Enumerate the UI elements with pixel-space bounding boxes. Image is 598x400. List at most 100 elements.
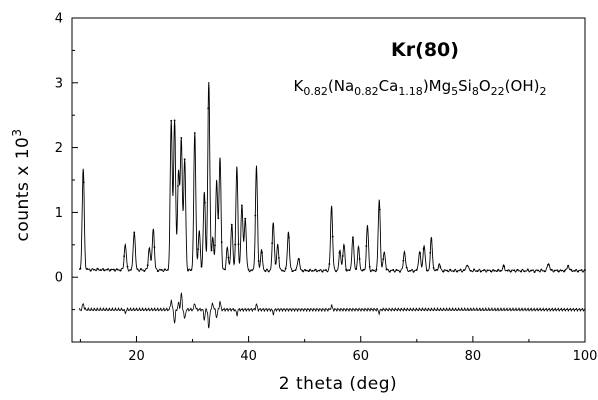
observed-point	[422, 248, 425, 250]
formula-subscript: 0.82	[354, 85, 379, 98]
observed-point	[166, 269, 169, 271]
observed-point	[308, 269, 311, 272]
observed-point	[96, 267, 99, 270]
observed-point	[271, 242, 274, 245]
observed-point	[173, 119, 176, 122]
x-tick-label: 100	[573, 349, 598, 364]
observed-point	[537, 269, 539, 272]
observed-pattern-line	[78, 81, 586, 273]
observed-point	[200, 265, 203, 268]
observed-point	[214, 244, 216, 247]
observed-point	[99, 269, 102, 271]
observed-point	[291, 270, 294, 273]
plot-frame	[71, 17, 586, 343]
formula-text: Ca	[379, 77, 399, 95]
y-tick-label: 0	[55, 271, 63, 286]
observed-point	[415, 268, 418, 271]
observed-point	[146, 264, 149, 267]
observed-point	[237, 243, 240, 246]
observed-point	[277, 256, 280, 259]
observed-point	[284, 267, 287, 270]
formula-subscript: 5	[451, 85, 458, 98]
observed-point	[288, 236, 290, 239]
observed-point	[348, 269, 351, 272]
observed-point	[180, 136, 183, 139]
observed-point	[553, 269, 556, 272]
chart-subtitle-formula: K0.82(Na0.82Ca1.18)Mg5Si8O22(OH)2	[294, 77, 547, 98]
observed-point	[399, 271, 401, 273]
observed-point	[82, 181, 85, 184]
formula-subscript: 2	[539, 85, 546, 98]
formula-subscript: 22	[491, 85, 505, 98]
observed-point	[224, 268, 226, 271]
observed-point	[119, 269, 122, 272]
observed-point	[425, 269, 428, 272]
observed-point	[405, 266, 408, 269]
observed-point	[217, 217, 220, 220]
x-tick-label: 60	[352, 349, 369, 364]
observed-point	[301, 269, 304, 272]
observed-point	[267, 270, 270, 273]
observed-point	[220, 241, 223, 244]
observed-point	[190, 268, 193, 271]
observed-point	[483, 269, 485, 271]
observed-point	[193, 132, 196, 134]
observed-point	[86, 268, 89, 270]
observed-point	[160, 269, 163, 271]
observed-point	[365, 245, 368, 248]
observed-point	[459, 268, 462, 271]
observed-point	[251, 269, 253, 272]
observed-point	[177, 185, 179, 187]
observed-point	[560, 269, 563, 272]
observed-point	[547, 263, 549, 266]
observed-point	[244, 217, 247, 220]
observed-point	[469, 269, 472, 272]
observed-point	[79, 267, 82, 270]
observed-point	[321, 270, 324, 273]
observed-points	[79, 107, 586, 274]
observed-point	[341, 255, 344, 257]
observed-point	[230, 223, 233, 226]
observed-point	[140, 267, 142, 270]
observed-point	[395, 268, 398, 271]
observed-point	[274, 262, 277, 265]
observed-point	[442, 270, 445, 273]
observed-point	[294, 268, 297, 271]
observed-point	[577, 270, 580, 273]
observed-point	[136, 268, 139, 271]
observed-point	[351, 236, 354, 239]
axis-ticks	[72, 17, 586, 343]
difference-curve-line	[78, 292, 586, 329]
observed-point	[476, 270, 479, 272]
observed-point	[247, 268, 250, 271]
observed-point	[345, 268, 348, 271]
observed-point	[513, 269, 516, 272]
observed-point	[103, 269, 105, 272]
observed-point	[234, 243, 237, 246]
observed-point	[264, 270, 267, 273]
observed-point	[489, 270, 492, 273]
observed-point	[92, 268, 95, 271]
observed-point	[449, 268, 452, 271]
observed-point	[183, 158, 186, 161]
observed-point	[325, 269, 327, 271]
observed-point	[503, 265, 506, 268]
formula-subscript: 8	[472, 85, 479, 98]
observed-point	[207, 107, 210, 110]
observed-point	[412, 270, 415, 273]
x-axis-label: 2 theta (deg)	[279, 374, 397, 394]
chart-title: Kr(80)	[391, 39, 459, 61]
observed-point	[510, 270, 512, 273]
observed-point	[331, 235, 334, 238]
observed-point	[318, 269, 321, 272]
observed-point	[109, 268, 112, 271]
observed-point	[530, 269, 533, 272]
observed-point	[227, 256, 230, 259]
observed-point	[526, 268, 529, 271]
formula-text: O	[479, 77, 491, 95]
y-axis-label: counts x 103	[10, 129, 33, 242]
observed-point	[452, 270, 455, 273]
observed-point	[203, 201, 206, 204]
x-tick-label: 40	[240, 349, 257, 364]
